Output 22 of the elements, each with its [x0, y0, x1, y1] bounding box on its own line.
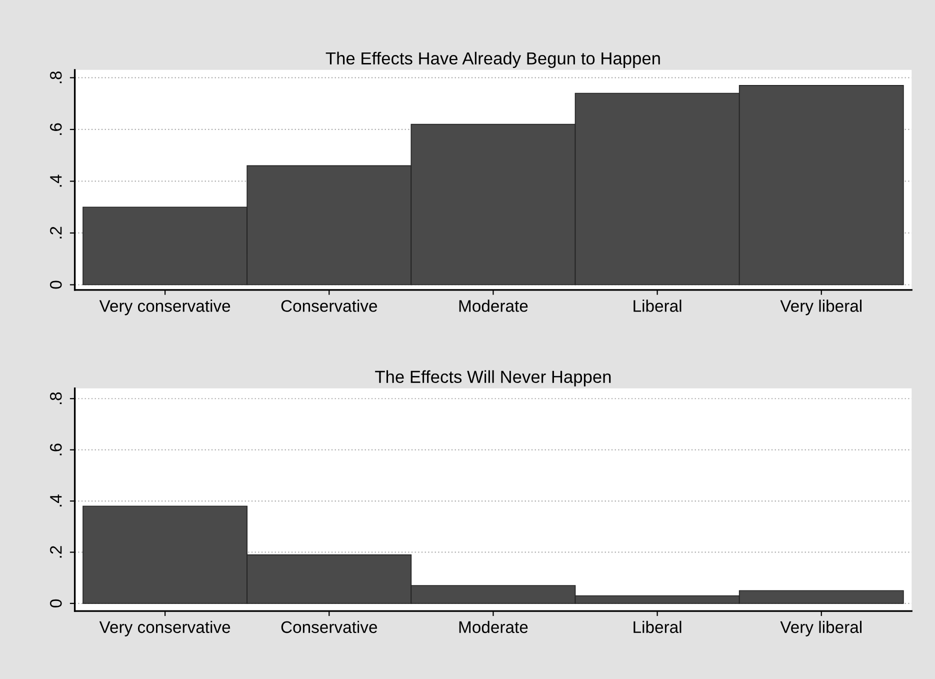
y-tick-label: .8 [50, 392, 62, 404]
x-tick-label: Very conservative [99, 300, 230, 316]
x-tick-label: Moderate [459, 300, 528, 312]
x-tick-label: Very liberal [780, 620, 862, 636]
x-tick-label: Conservative [281, 300, 378, 312]
y-tick-label: .2 [50, 226, 62, 238]
x-tick-label: Conservative [281, 620, 378, 634]
y-tick-label: .6 [50, 444, 62, 456]
y-tick-label: .4 [50, 174, 62, 187]
y-tick-label: .4 [50, 494, 62, 506]
chart-title: The Effects Have Already Begun to Happen [326, 52, 660, 68]
y-tick-label: 0 [50, 280, 62, 289]
x-tick-label: Very conservative [99, 620, 230, 636]
chart-title: The Effects Will Never Happen [375, 370, 611, 386]
x-tick-label: Very liberal [780, 300, 862, 316]
x-tick-label: Moderate [459, 620, 528, 634]
y-tick-label: 0 [50, 599, 62, 608]
x-tick-label: Liberal [634, 620, 682, 634]
y-tick-label: .6 [50, 123, 62, 135]
y-tick-label: .8 [50, 71, 62, 84]
y-tick-label: .2 [50, 546, 62, 558]
x-tick-label: Liberal [634, 300, 682, 312]
